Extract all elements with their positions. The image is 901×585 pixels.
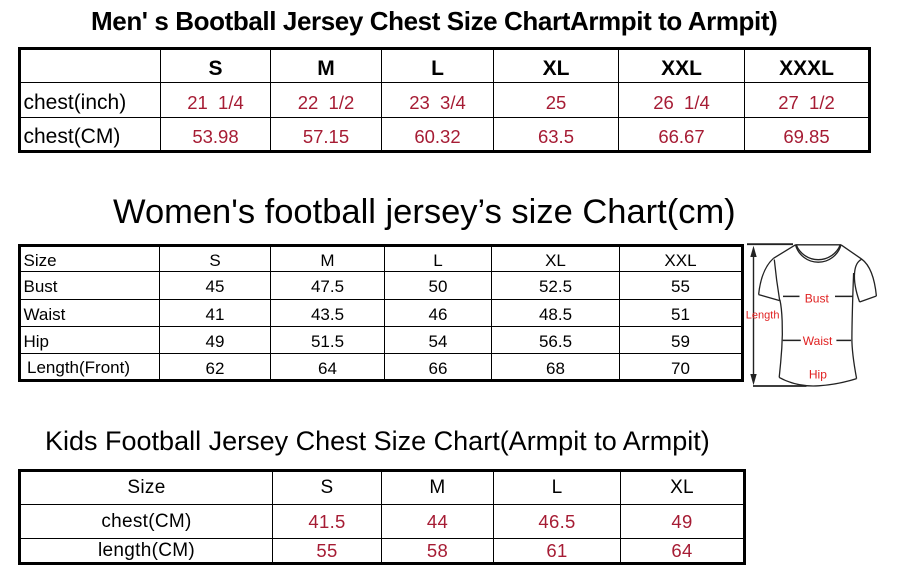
- svg-text:Waist: Waist: [803, 334, 833, 348]
- svg-text:Hip: Hip: [809, 368, 827, 382]
- svg-text:Length: Length: [746, 310, 780, 322]
- svg-text:Bust: Bust: [805, 291, 830, 305]
